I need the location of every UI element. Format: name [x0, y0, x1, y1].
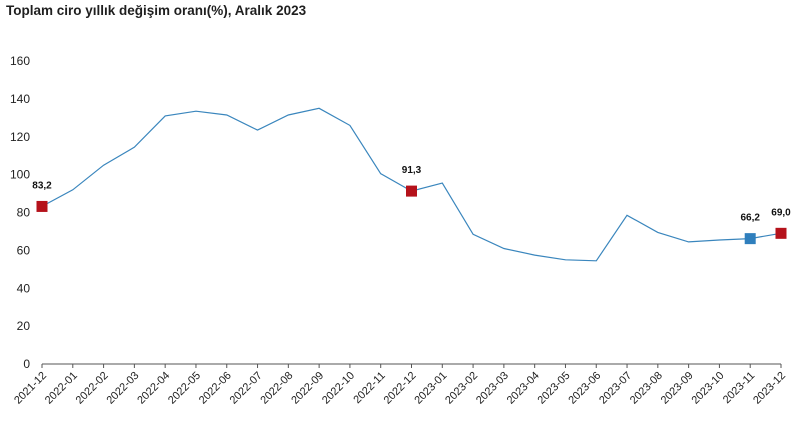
- x-tick-label: 2022-02: [74, 370, 111, 407]
- x-tick-label: 2022-06: [197, 370, 234, 407]
- x-tick-label: 2023-12: [751, 370, 788, 407]
- x-axis-ticks: 2021-122022-012022-022022-032022-042022-…: [12, 364, 788, 407]
- y-axis-ticks: 0 20 40 60 80 100 120 140 160: [10, 54, 30, 371]
- data-point-marker: [36, 200, 48, 212]
- y-tick-label: 20: [17, 319, 31, 333]
- y-tick-label: 60: [17, 243, 31, 257]
- y-tick-label: 40: [17, 281, 31, 295]
- y-tick-label: 140: [10, 92, 30, 106]
- x-tick-label: 2023-07: [597, 370, 634, 407]
- x-tick-label: 2023-01: [412, 370, 449, 407]
- data-label: 69,0: [771, 207, 791, 218]
- x-tick-label: 2023-05: [536, 370, 573, 407]
- data-point-marker: [775, 227, 787, 239]
- x-tick-label: 2022-11: [351, 370, 387, 406]
- x-tick-label: 2023-02: [443, 370, 480, 407]
- y-tick-label: 100: [10, 168, 30, 182]
- data-point-marker: [406, 185, 417, 197]
- x-tick-label: 2021-12: [12, 370, 49, 407]
- y-tick-label: 160: [10, 54, 30, 68]
- data-point-marker: [744, 233, 756, 245]
- data-label: 83,2: [32, 180, 52, 191]
- x-tick-label: 2023-09: [659, 370, 696, 407]
- y-tick-label: 80: [17, 206, 31, 220]
- data-label: 91,3: [402, 165, 422, 176]
- x-tick-label: 2023-10: [690, 370, 727, 407]
- x-tick-label: 2022-10: [320, 370, 357, 407]
- x-tick-label: 2023-06: [566, 370, 603, 407]
- y-tick-label: 120: [10, 130, 30, 144]
- x-tick-label: 2022-05: [166, 370, 203, 407]
- x-tick-label: 2022-12: [382, 370, 419, 407]
- x-tick-label: 2022-01: [43, 370, 80, 407]
- series-group: [41, 107, 782, 262]
- series-line: [41, 107, 782, 262]
- x-tick-label: 2022-04: [135, 370, 172, 407]
- markers-group: 83,2 91,3 66,2 69,0: [32, 165, 791, 245]
- x-tick-label: 2023-11: [721, 370, 757, 406]
- x-tick-label: 2023-04: [505, 370, 542, 407]
- x-tick-label: 2023-08: [628, 370, 665, 407]
- y-tick-label: 0: [23, 357, 30, 371]
- x-tick-label: 2022-07: [228, 370, 265, 407]
- x-tick-label: 2022-03: [104, 370, 141, 407]
- x-tick-label: 2023-03: [474, 370, 511, 407]
- chart-title: Toplam ciro yıllık değişim oranı(%), Ara…: [6, 3, 307, 18]
- x-tick-label: 2022-08: [258, 370, 295, 407]
- x-tick-label: 2022-09: [289, 370, 326, 407]
- data-label: 66,2: [740, 213, 760, 224]
